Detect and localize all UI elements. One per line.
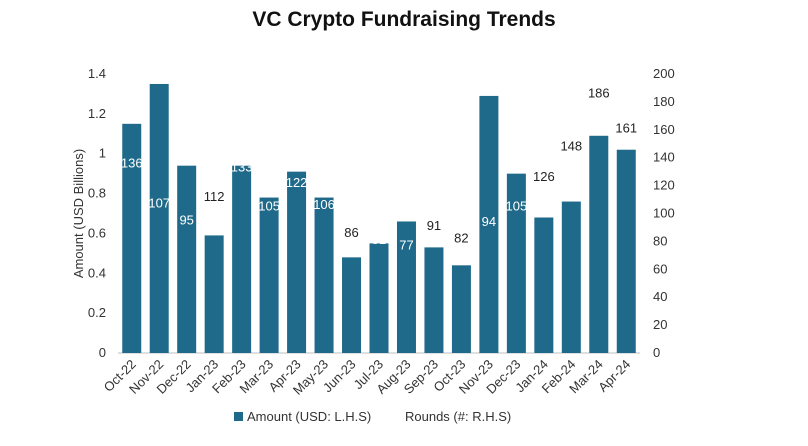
rounds-data-label: 82 (454, 231, 468, 246)
bar-dec-23 (506, 173, 526, 353)
rounds-data-label: 94 (482, 214, 496, 229)
bar-may-23 (314, 197, 334, 353)
right-y-tick-label: 60 (653, 261, 667, 276)
rounds-data-label: 122 (286, 175, 308, 190)
left-y-tick-label: 0 (99, 345, 106, 360)
rounds-data-label: 148 (560, 139, 582, 154)
right-y-tick-label: 100 (653, 206, 675, 221)
left-y-tick-label: 0.6 (88, 225, 106, 240)
bar-nov-23 (479, 95, 499, 354)
bar-jul-23 (369, 243, 389, 353)
bar-dec-22 (177, 165, 197, 353)
legend-rounds-label: Rounds (#: R.H.S) (405, 409, 511, 424)
left-y-tick-label: 0.8 (88, 186, 106, 201)
rounds-data-label: 186 (588, 86, 610, 101)
rounds-data-label: 91 (427, 218, 441, 233)
rounds-data-label: 86 (344, 225, 358, 240)
legend-amount-swatch (234, 412, 243, 421)
bar-mar-23 (259, 197, 279, 353)
bar-oct-22 (122, 123, 142, 353)
y-axis-title: Amount (USD Billions) (71, 149, 86, 278)
left-y-tick-label: 1 (99, 146, 106, 161)
left-y-tick-label: 1.2 (88, 106, 106, 121)
bar-apr-23 (287, 171, 307, 353)
legend-amount-label: Amount (USD: L.H.S) (247, 409, 371, 424)
labels-layer: 136 107 95 112 133 105 122 106 86 81 77 91 82 94 105 12… (121, 86, 637, 253)
right-y-tick-label: 180 (653, 94, 675, 109)
bar-jun-23 (342, 257, 362, 353)
left-y-tick-label: 1.4 (88, 66, 106, 81)
rounds-data-label: 112 (204, 189, 225, 204)
bars-layer (122, 83, 636, 354)
rounds-data-label: 77 (399, 238, 413, 253)
right-y-tick-label: 40 (653, 289, 667, 304)
bar-nov-22 (149, 83, 169, 353)
right-y-tick-label: 140 (653, 150, 675, 165)
rounds-data-label: 161 (615, 120, 637, 135)
rounds-data-label: 133 (231, 159, 253, 174)
right-y-tick-label: 0 (653, 345, 660, 360)
bar-oct-23 (451, 265, 471, 353)
bar-feb-24 (561, 201, 581, 353)
rounds-data-label: 81 (372, 232, 386, 247)
bar-apr-24 (616, 149, 636, 353)
right-y-tick-label: 20 (653, 317, 667, 332)
rounds-data-label: 95 (179, 212, 193, 227)
rounds-data-label: 105 (258, 199, 280, 214)
rounds-data-label: 107 (148, 196, 170, 211)
legend: Amount (USD: L.H.S) Rounds (#: R.H.S) (234, 409, 511, 424)
rounds-data-label: 106 (313, 197, 335, 212)
chart-title: VC Crypto Fundraising Trends (252, 8, 556, 31)
bar-sep-23 (424, 247, 444, 353)
bar-jan-23 (204, 235, 224, 353)
right-y-tick-label: 120 (653, 178, 675, 193)
rounds-data-label: 126 (533, 169, 555, 184)
bar-aug-23 (396, 221, 416, 353)
right-y-tick-label: 200 (653, 66, 675, 81)
left-y-tick-label: 0.4 (88, 265, 106, 280)
rounds-data-label: 136 (121, 155, 143, 170)
left-y-tick-label: 0.2 (88, 305, 106, 320)
bar-mar-24 (589, 135, 609, 353)
bar-jan-24 (534, 217, 554, 353)
bar-feb-23 (232, 165, 252, 353)
right-y-tick-label: 160 (653, 122, 675, 137)
rounds-data-label: 105 (506, 199, 528, 214)
right-y-tick-label: 80 (653, 233, 667, 248)
